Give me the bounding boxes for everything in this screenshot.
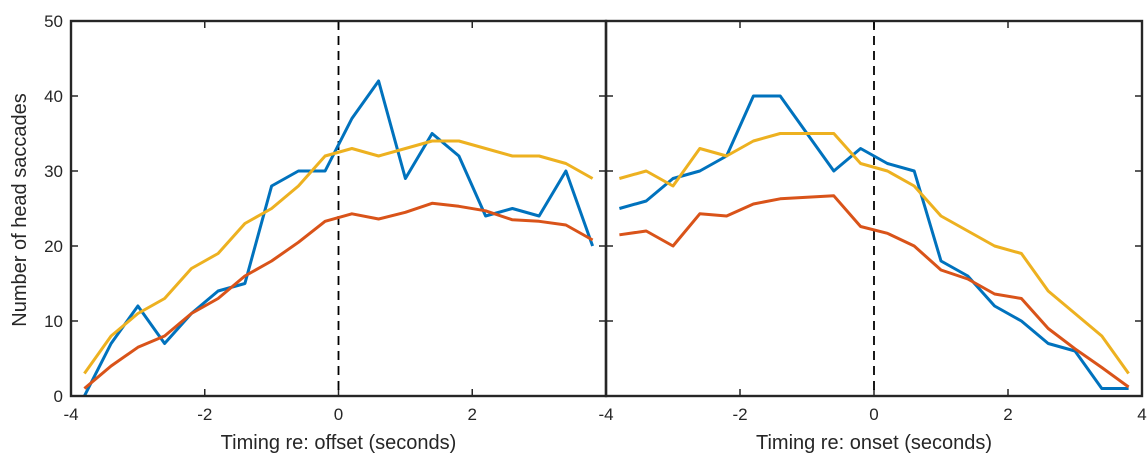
x-axis-label: Timing re: offset (seconds)	[221, 432, 457, 454]
y-axis-label: Number of head saccades	[9, 93, 31, 326]
series-line-2	[83, 201, 594, 390]
series-line-2	[619, 194, 1130, 389]
y-tick-label: 40	[44, 87, 63, 106]
right-panel-onset: -4 -2 0 2 4 Timing re: onset (seconds)	[598, 19, 1147, 454]
y-tick-label: 50	[44, 12, 63, 31]
x-tick-label: -4	[63, 405, 78, 424]
x-tick-label: 2	[1003, 405, 1012, 424]
series-line-1	[83, 79, 595, 397]
x-tick-label: -2	[732, 405, 747, 424]
y-tick-label: 20	[44, 237, 63, 256]
x-tick-label: 0	[334, 405, 343, 424]
x-tick-label: 4	[1137, 405, 1146, 424]
y-tick-label: 0	[54, 387, 63, 406]
y-tick-label: 10	[44, 312, 63, 331]
series-line-3	[83, 139, 594, 375]
y-tick-label: 30	[44, 162, 63, 181]
series-line-3	[618, 132, 1130, 375]
x-tick-label: -4	[598, 405, 613, 424]
x-tick-label: 2	[468, 405, 477, 424]
x-axis-label: Timing re: onset (seconds)	[756, 432, 992, 454]
axes-box	[604, 19, 1144, 398]
x-tick-label: 0	[869, 405, 878, 424]
series-line-1	[618, 94, 1129, 390]
x-tick-label: -2	[197, 405, 212, 424]
